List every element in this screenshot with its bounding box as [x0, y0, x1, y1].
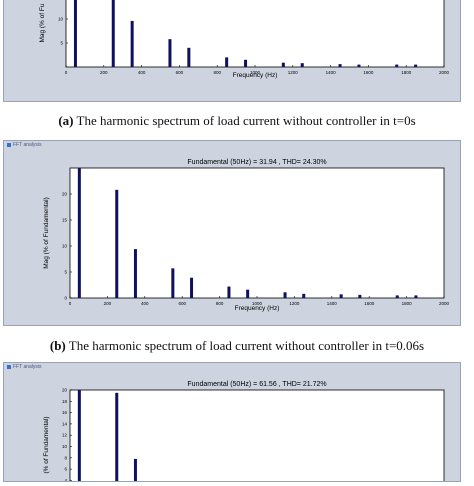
- harmonic-bar: [115, 392, 119, 486]
- panel-c-tag: FFT analysis: [7, 364, 42, 370]
- x-tick-label: 1800: [402, 301, 413, 306]
- harmonic-bar: [171, 268, 175, 298]
- caption-a-label: (a): [58, 113, 74, 128]
- chart-panel-a: 0 200 400 600 800 1000 1200 1400 1600 1800 2000 10 5…: [3, 0, 461, 102]
- fft-window-icon: [7, 364, 11, 369]
- chart-title: Fundamental (50Hz) = 31.94 , THD= 24.30%: [187, 159, 326, 166]
- y-tick-label: 16: [62, 410, 68, 415]
- x-tick-label: 600: [176, 70, 184, 75]
- harmonic-bar: [339, 294, 343, 298]
- y-tick-label: 6: [64, 467, 67, 472]
- harmonic-bar: [395, 295, 399, 298]
- harmonic-bar: [130, 20, 134, 68]
- y-axis-label: Mag (% of Fundamental): [43, 197, 50, 269]
- chart-b-svg: Fundamental (50Hz) = 31.94 , THD= 24.30%…: [43, 159, 450, 312]
- chart-panel-c: FFT analysis Fundamental (50Hz) = 61.56 …: [3, 362, 461, 486]
- harmonic-bar: [227, 286, 231, 298]
- x-tick-label: 1600: [363, 70, 374, 75]
- y-tick-label: 5: [64, 270, 67, 275]
- harmonic-bar: [77, 390, 81, 486]
- panel-c-tag-text: FFT analysis: [13, 364, 42, 370]
- harmonic-bar: [225, 57, 229, 67]
- x-tick-label: 800: [216, 301, 224, 306]
- harmonic-bar: [133, 458, 137, 486]
- y-tick-label: 14: [62, 421, 68, 426]
- harmonic-bar: [414, 64, 418, 67]
- y-tick-label: 4: [64, 478, 67, 481]
- y-tick-label: 10: [62, 444, 68, 449]
- y-axis-label: (% of Fundamental): [43, 416, 50, 473]
- x-tick-label: 2000: [439, 70, 450, 75]
- panel-b-tag-text: FFT analysis: [13, 142, 42, 148]
- harmonic-bar: [300, 63, 304, 67]
- x-tick-label: 1600: [364, 301, 375, 306]
- y-axis-label: Mag (% of Fu: [39, 3, 46, 42]
- harmonic-bar: [338, 64, 342, 67]
- harmonic-bar: [302, 293, 306, 298]
- plot-area: [69, 167, 445, 299]
- panel-b-tag: FFT analysis: [7, 142, 42, 148]
- chart-title: Fundamental (50Hz) = 61.56 , THD= 21.72%: [187, 381, 326, 388]
- harmonic-bar: [395, 64, 399, 67]
- x-tick-label: 1800: [401, 70, 412, 75]
- harmonic-bar: [77, 168, 81, 298]
- harmonic-bar: [244, 59, 248, 67]
- y-tick-label: 10: [58, 17, 64, 22]
- x-tick-label: 1000: [250, 70, 261, 75]
- chart-panel-b: FFT analysis Fundamental (50Hz) = 31.94 …: [3, 140, 461, 326]
- y-tick-label: 5: [60, 41, 63, 46]
- harmonic-bar: [190, 277, 194, 298]
- x-tick-label: 2000: [439, 301, 450, 306]
- x-tick-label: 200: [104, 301, 112, 306]
- harmonic-bar: [73, 0, 77, 67]
- y-tick-label: 10: [62, 244, 68, 249]
- y-tick-label: 15: [62, 218, 68, 223]
- x-tick-label: 1200: [289, 301, 300, 306]
- y-tick-label: 20: [62, 192, 68, 197]
- harmonic-bar: [187, 47, 191, 67]
- harmonic-bar: [414, 295, 418, 298]
- caption-b-text: The harmonic spectrum of load current wi…: [68, 338, 425, 353]
- x-axis-label: Frequency (Hz): [233, 72, 278, 79]
- y-tick-label: 0: [64, 296, 67, 301]
- harmonic-bar: [283, 292, 287, 298]
- caption-a-text: The harmonic spectrum of load current wi…: [76, 113, 416, 128]
- caption-b: (b) The harmonic spectrum of load curren…: [0, 338, 474, 354]
- x-tick-label: 600: [178, 301, 186, 306]
- y-tick-label: 18: [62, 399, 68, 404]
- x-tick-label: 1000: [252, 301, 263, 306]
- caption-a: (a) The harmonic spectrum of load curren…: [0, 113, 474, 129]
- x-tick-label: 400: [141, 301, 149, 306]
- caption-b-label: (b): [49, 338, 66, 353]
- chart-a-svg: 0 200 400 600 800 1000 1200 1400 1600 1800 2000 10 5…: [39, 0, 450, 79]
- x-tick-label: 400: [138, 70, 146, 75]
- x-tick-label: 1200: [288, 70, 299, 75]
- x-tick-label: 1400: [327, 301, 338, 306]
- harmonic-bar: [133, 249, 137, 298]
- chart-c-svg: Fundamental (50Hz) = 61.56 , THD= 21.72%…: [43, 381, 445, 486]
- harmonic-bar: [168, 39, 172, 67]
- harmonic-bar: [357, 64, 361, 67]
- harmonic-bar: [111, 0, 115, 67]
- plot-area: [65, 0, 445, 68]
- x-tick-label: 0: [65, 70, 68, 75]
- x-tick-label: 200: [100, 70, 108, 75]
- fft-window-icon: [7, 142, 11, 147]
- y-tick-label: 20: [62, 388, 68, 393]
- harmonic-bar: [281, 62, 285, 67]
- x-tick-label: 0: [69, 301, 72, 306]
- x-tick-label: 800: [213, 70, 221, 75]
- harmonic-bar: [246, 289, 250, 298]
- x-tick-label: 1400: [326, 70, 337, 75]
- y-tick-label: 12: [62, 433, 68, 438]
- y-tick-label: 8: [64, 455, 67, 460]
- harmonic-bar: [358, 294, 362, 298]
- harmonic-bar: [115, 189, 119, 298]
- x-axis-label: Frequency (Hz): [235, 305, 280, 312]
- plot-area: [69, 389, 445, 486]
